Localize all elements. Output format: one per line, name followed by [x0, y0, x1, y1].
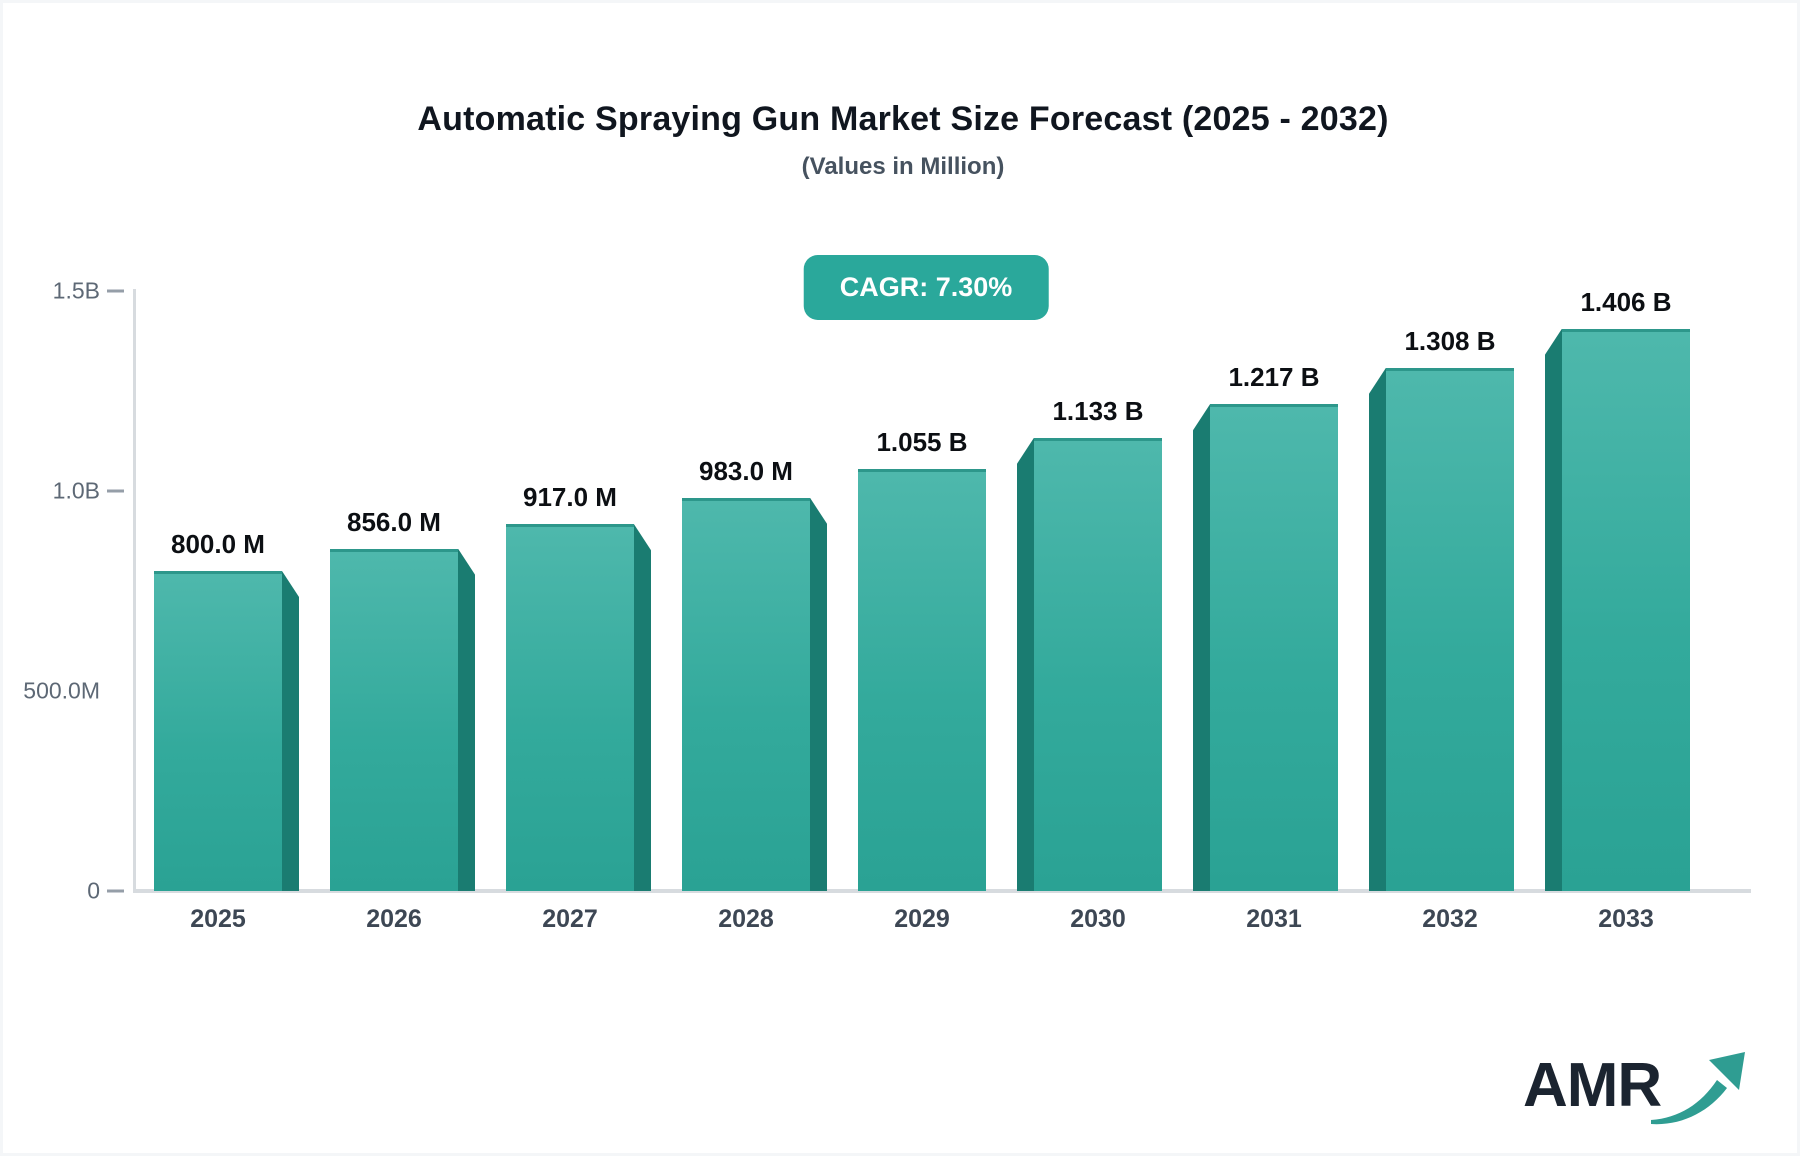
bar-value-label: 1.406 B [1580, 286, 1672, 317]
bar-side-face [458, 548, 475, 891]
y-tick-dash [107, 889, 124, 893]
bar-side-face [1369, 367, 1386, 891]
amr-logo-text: AMR [1523, 1051, 1661, 1120]
bar-body [1562, 328, 1690, 891]
y-tick-label: 1.5B [52, 277, 100, 304]
x-axis-label: 2025 [190, 905, 246, 933]
y-tick-label: 500.0M [23, 677, 100, 704]
bar-side-face [1193, 404, 1210, 891]
x-axis-label: 2032 [1422, 905, 1478, 933]
bar-body [1386, 367, 1514, 891]
bar-body [682, 497, 810, 891]
amr-logo-arrow-icon [1651, 1052, 1745, 1125]
bar-side-face [810, 497, 827, 891]
bar-value-label: 1.308 B [1404, 325, 1496, 356]
chart-subtitle: (Values in Million) [801, 153, 1005, 180]
bar-value-label: 1.055 B [876, 427, 968, 457]
bar-value-label: 1.133 B [1052, 395, 1144, 426]
y-tick-dash [107, 489, 124, 493]
x-axis-line [133, 889, 1751, 893]
bar-body [858, 469, 986, 891]
x-axis-label: 2026 [366, 905, 422, 933]
bar-body [154, 571, 282, 891]
x-axis-label: 2028 [718, 905, 774, 933]
bar-side-face [282, 571, 299, 891]
x-axis-label: 2031 [1246, 905, 1302, 933]
amr-logo: AMR [1523, 1051, 1745, 1125]
bar-value-label: 800.0 M [171, 529, 265, 559]
bar-body [1210, 404, 1338, 891]
bar-body [1034, 437, 1162, 891]
bar-value-label: 917.0 M [523, 482, 617, 513]
x-axis-label: 2033 [1598, 905, 1654, 933]
bar-side-face [1017, 437, 1034, 891]
bar-side-face [1545, 328, 1562, 891]
y-tick-dash [107, 289, 124, 293]
y-tick-label: 1.0B [52, 477, 100, 504]
bar-body [506, 524, 634, 891]
bar-value-label: 1.217 B [1228, 362, 1320, 393]
x-axis-label: 2027 [542, 905, 598, 933]
x-axis-label: 2029 [894, 905, 950, 933]
bar-value-label: 983.0 M [699, 455, 793, 486]
x-axis-label: 2030 [1070, 905, 1126, 933]
y-axis-line [133, 289, 136, 893]
y-tick-label: 0 [87, 877, 100, 904]
chart-title: Automatic Spraying Gun Market Size Forec… [417, 100, 1389, 138]
bar-body [330, 548, 458, 891]
cagr-badge: CAGR: 7.30% [803, 255, 1049, 320]
bar-value-label: 856.0 M [347, 506, 441, 537]
bar-side-face [634, 524, 651, 891]
